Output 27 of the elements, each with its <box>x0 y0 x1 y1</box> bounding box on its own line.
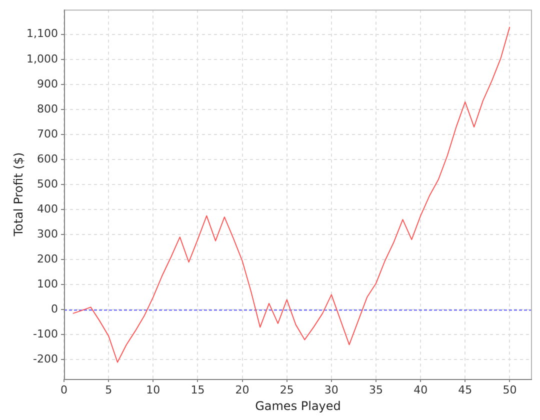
x-tick-label: 45 <box>458 383 472 396</box>
x-tick-label: 20 <box>235 383 250 396</box>
y-tick-label: 900 <box>37 77 58 90</box>
x-tick-label: 50 <box>502 383 517 396</box>
x-tick-label: 40 <box>414 383 428 396</box>
y-tick-label: 400 <box>37 202 58 216</box>
y-tick-label: -100 <box>33 328 58 341</box>
x-tick-label: 30 <box>324 383 338 396</box>
y-tick-label: -200 <box>33 352 58 366</box>
y-tick-label: 1,100 <box>26 27 58 40</box>
y-tick-label: 500 <box>37 177 58 190</box>
y-tick-label: 100 <box>37 278 58 291</box>
y-tick-label: 1,000 <box>26 52 58 66</box>
y-tick-label: 200 <box>37 252 58 266</box>
y-tick-label: 800 <box>37 102 58 116</box>
y-tick-label: 600 <box>37 152 58 166</box>
x-tick-label: 10 <box>146 383 160 396</box>
x-tick-label: 35 <box>369 383 383 396</box>
x-tick-label: 25 <box>280 383 294 396</box>
x-tick-label: 15 <box>190 383 205 396</box>
y-tick-label: 700 <box>37 127 58 140</box>
y-axis-title: Total Profit ($) <box>11 152 26 238</box>
x-axis-title: Games Played <box>255 398 341 413</box>
x-tick-label: 0 <box>60 383 68 396</box>
x-tick-label: 5 <box>105 383 112 396</box>
y-tick-label: 300 <box>37 227 58 240</box>
y-tick-label: 0 <box>51 302 58 316</box>
